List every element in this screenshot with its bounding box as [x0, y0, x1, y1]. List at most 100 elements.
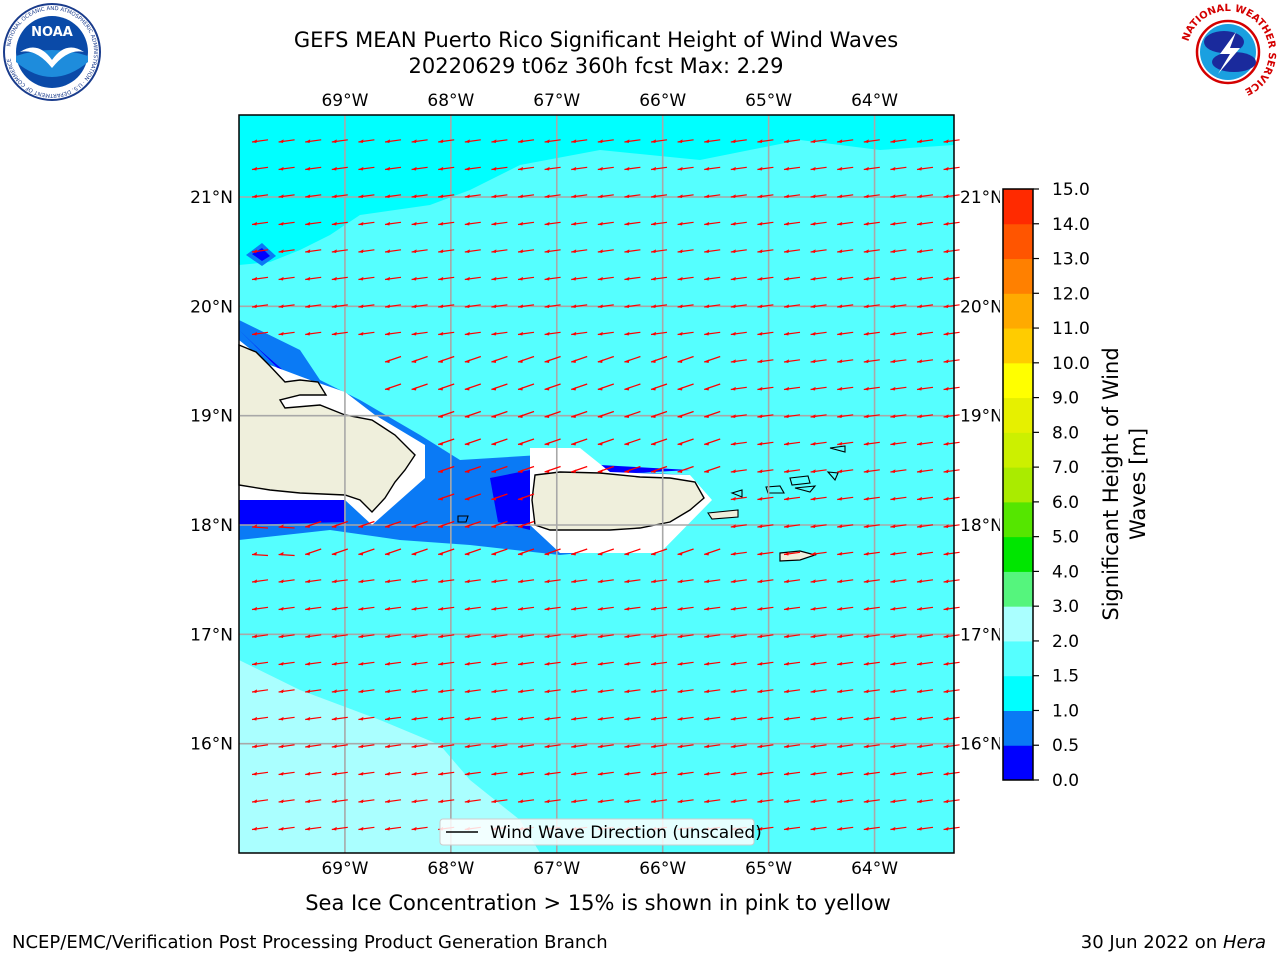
wave-direction-arrowhead [837, 799, 843, 803]
wave-direction-arrowhead [411, 826, 417, 831]
wave-direction-arrowhead [518, 386, 523, 391]
wave-direction-arrowhead [651, 304, 656, 308]
wave-direction-arrowhead [252, 744, 257, 748]
wave-direction-arrowhead [890, 524, 896, 528]
wave-direction-arrowhead [837, 634, 843, 638]
wave-direction-arrowhead [331, 799, 337, 803]
wave-direction-arrowhead [491, 496, 497, 501]
wave-direction-arrowhead [597, 276, 603, 281]
wave-direction-arrowhead [651, 249, 656, 253]
wave-direction-arrowhead [358, 139, 364, 143]
wave-direction-arrowhead [411, 771, 417, 776]
colorbar-tick-label: 4.0 [1052, 562, 1079, 582]
wave-direction-arrowhead [837, 826, 843, 831]
wave-direction-arrowhead [784, 276, 789, 281]
wave-direction-arrowhead [651, 386, 656, 391]
wave-direction-arrowhead [278, 716, 284, 721]
wave-direction-arrowhead [597, 661, 603, 666]
wave-direction-arrowhead [464, 414, 470, 418]
wave-direction-arrowhead [571, 331, 577, 336]
wave-direction-arrowhead [704, 139, 710, 143]
wave-direction-arrowhead [464, 771, 470, 776]
wave-direction-arrowhead [491, 386, 497, 391]
wave-direction-arrowhead [385, 799, 390, 803]
wave-direction-arrowhead [385, 276, 390, 281]
wave-direction-arrowhead [252, 524, 257, 528]
wave-direction-arrowhead [571, 771, 577, 776]
wave-direction-arrowhead [464, 524, 470, 528]
wave-direction-arrowhead [837, 304, 843, 308]
wave-direction-arrowhead [491, 331, 497, 336]
wave-direction-arrowhead [411, 359, 417, 363]
wave-direction-arrowhead [624, 304, 630, 308]
wave-direction-arrowhead [784, 469, 789, 473]
wave-direction-arrowhead [518, 221, 523, 226]
wave-direction-arrowhead [358, 606, 364, 611]
colorbar-tick-label: 10.0 [1052, 354, 1090, 374]
wave-direction-arrowhead [438, 276, 444, 281]
wave-direction-arrowhead [917, 139, 922, 143]
wave-direction-arrowhead [571, 469, 577, 473]
wave-direction-arrowhead [571, 634, 577, 638]
wave-direction-arrowhead [784, 606, 789, 611]
wave-direction-arrowhead [438, 304, 444, 308]
wave-direction-arrowhead [278, 799, 284, 803]
wave-direction-arrowhead [358, 826, 364, 831]
wave-direction-arrowhead [917, 579, 922, 583]
wave-direction-arrowhead [651, 661, 656, 666]
wave-direction-arrowhead [757, 194, 763, 198]
wave-direction-arrowhead [943, 331, 949, 336]
wave-direction-arrowhead [677, 166, 683, 171]
wave-direction-arrowhead [411, 606, 417, 611]
wave-direction-arrowhead [863, 579, 869, 583]
wave-direction-arrowhead [571, 139, 577, 143]
wave-direction-arrowhead [385, 744, 390, 748]
wave-direction-arrowhead [278, 689, 284, 693]
wave-direction-arrowhead [624, 799, 630, 803]
wave-direction-arrowhead [757, 331, 763, 336]
wave-direction-arrowhead [411, 276, 417, 281]
wave-direction-arrowhead [305, 689, 311, 693]
wave-direction-arrowhead [252, 579, 257, 583]
wave-direction-arrowhead [331, 689, 337, 693]
wave-direction-arrowhead [677, 634, 683, 638]
wave-direction-arrowhead [624, 386, 630, 391]
wave-direction-arrowhead [837, 386, 843, 391]
wave-direction-arrowhead [278, 744, 284, 748]
wave-direction-arrowhead [518, 716, 523, 721]
wave-direction-arrowhead [651, 469, 656, 473]
wave-direction-arrowhead [677, 469, 683, 473]
wave-direction-arrowhead [518, 249, 523, 253]
wave-direction-arrowhead [597, 744, 603, 748]
wave-direction-arrowhead [677, 139, 683, 143]
land-puerto-rico [531, 471, 705, 531]
wave-direction-arrowhead [837, 579, 843, 583]
wave-direction-arrowhead [252, 166, 257, 171]
wave-direction-arrowhead [943, 304, 949, 308]
wave-direction-arrowhead [730, 579, 736, 583]
wave-direction-arrowhead [890, 249, 896, 253]
wave-direction-arrowhead [438, 689, 444, 693]
wave-direction-arrowhead [943, 744, 949, 748]
wave-direction-arrowhead [571, 359, 577, 363]
colorbar-swatch [1003, 745, 1033, 781]
wave-direction-arrowhead [863, 414, 869, 418]
wave-direction-arrowhead [917, 249, 922, 253]
colorbar-swatch [1003, 467, 1033, 503]
wave-direction-arrowhead [730, 799, 736, 803]
wave-direction-arrowhead [411, 799, 417, 803]
wave-direction-arrowhead [597, 551, 603, 556]
wave-direction-arrowhead [464, 304, 470, 308]
wave-direction-arrowhead [704, 304, 710, 308]
lon-label-bottom: 65°W [745, 859, 792, 879]
wave-direction-arrowhead [704, 799, 710, 803]
wave-direction-arrowhead [385, 249, 390, 253]
colorbar-swatch [1003, 640, 1033, 677]
wave-direction-arrowhead [890, 359, 896, 363]
wave-direction-arrowhead [757, 826, 763, 831]
wave-direction-arrowhead [331, 524, 337, 528]
wave-direction-arrowhead [252, 661, 257, 666]
wave-direction-arrowhead [943, 276, 949, 281]
wave-height-map: 69°W 68°W 67°W 66°W 65°W 64°W 69°W 68°W 67°W 66°… [190, 91, 1000, 879]
wave-direction-arrowhead [943, 496, 949, 501]
